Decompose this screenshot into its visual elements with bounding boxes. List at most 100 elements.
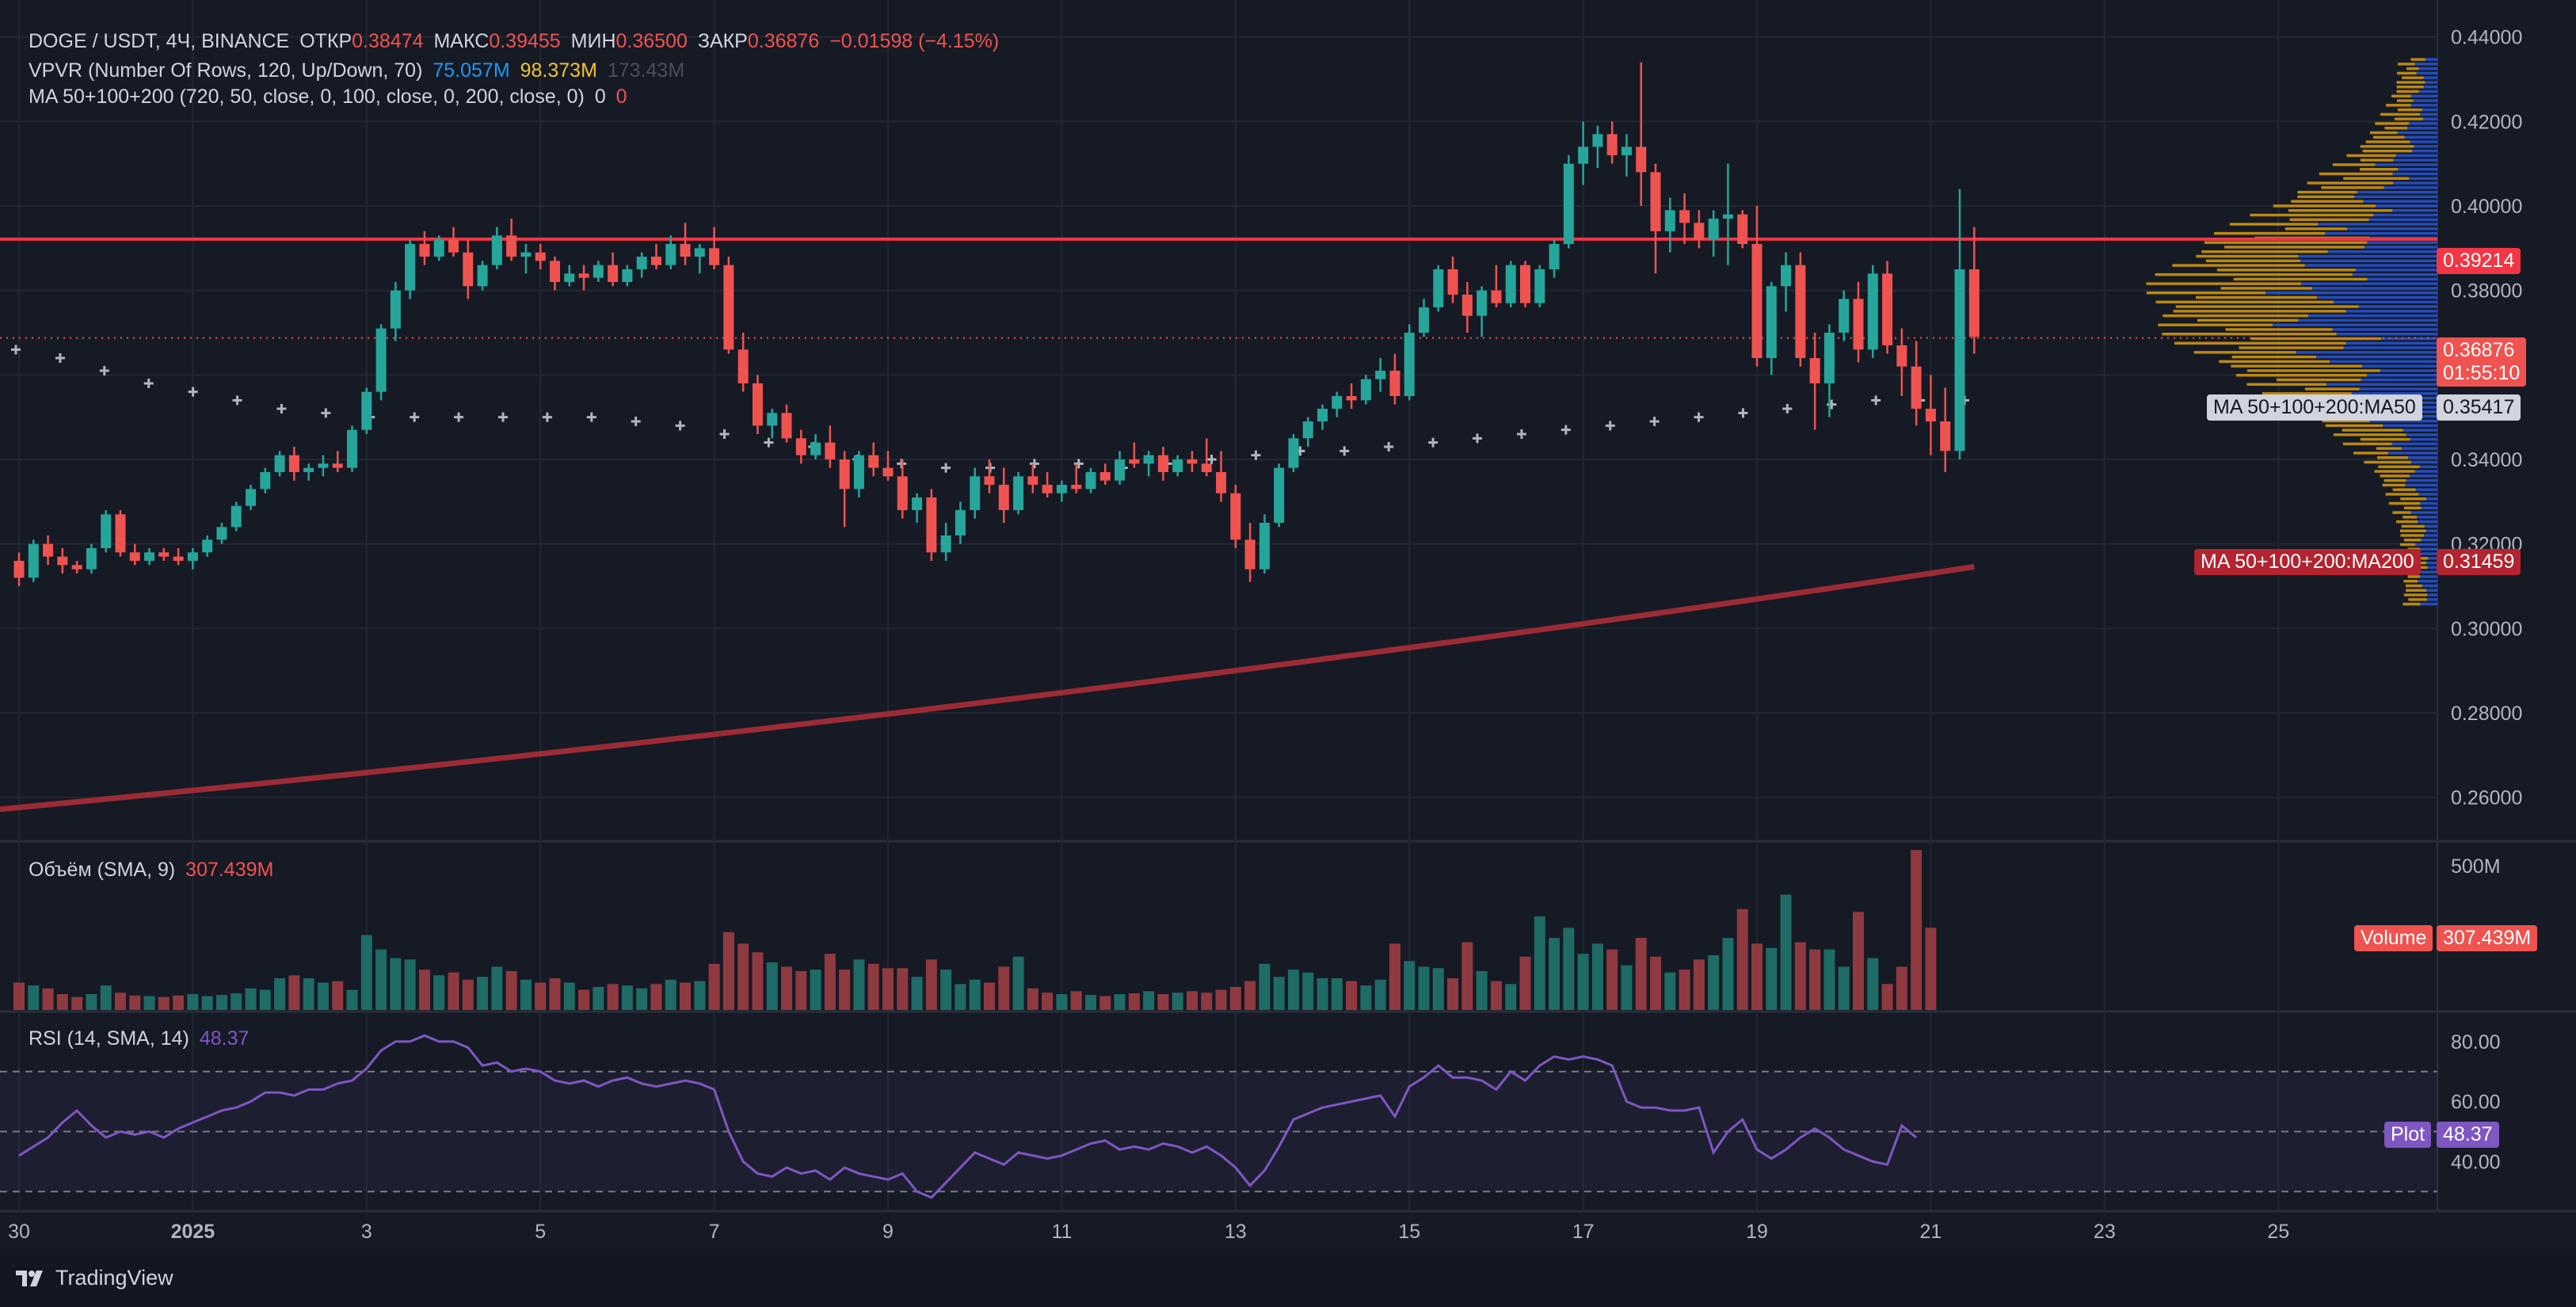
vpvr-down-row	[2396, 90, 2419, 93]
vpvr-up-row	[2304, 264, 2437, 267]
vpvr-down-row	[2364, 460, 2411, 464]
vpvr-up-row	[2343, 346, 2437, 349]
rsi-legend[interactable]: RSI (14, SMA, 14) 48.37	[29, 1027, 253, 1050]
candle-body	[1201, 463, 1212, 472]
candle-body	[1317, 409, 1328, 421]
vpvr-down-row	[2262, 392, 2352, 395]
vpvr-down-row	[2225, 328, 2333, 331]
volume-legend[interactable]: Объём (SMA, 9) 307.439M	[29, 859, 278, 882]
symbol-title[interactable]: DOGE / USDT, 4Ч, BINANCE	[29, 30, 290, 52]
vpvr-up-row	[2395, 154, 2437, 158]
vpvr-up-row	[2345, 310, 2437, 313]
volume-bar	[1056, 993, 1068, 1010]
rsi-label[interactable]: RSI (14, SMA, 14)	[29, 1027, 189, 1050]
vpvr-up-row	[2376, 204, 2437, 208]
candle-body	[1477, 290, 1488, 316]
candle-body	[129, 552, 140, 561]
ma200-price-label: 0.31459	[2437, 549, 2521, 575]
vpvr-legend[interactable]: VPVR (Number Of Rows, 120, Up/Down, 70) …	[29, 59, 689, 82]
candle-body	[260, 472, 271, 490]
volume-bar	[360, 935, 372, 1010]
volume-bar	[955, 984, 966, 1010]
candle-body	[1288, 438, 1299, 468]
vpvr-up-row	[2398, 168, 2437, 171]
volume-bar	[375, 949, 387, 1010]
vpvr-label[interactable]: VPVR (Number Of Rows, 120, Up/Down, 70)	[29, 59, 423, 82]
time-tick-label: 23	[2094, 1221, 2116, 1243]
vpvr-up-row	[2380, 369, 2437, 372]
ma-legend[interactable]: MA 50+100+200 (720, 50, close, 0, 100, c…	[29, 86, 632, 109]
volume-bar	[477, 977, 489, 1010]
volume-bar	[1287, 970, 1299, 1010]
volume-bar	[71, 996, 83, 1010]
volume-bar	[1070, 991, 1082, 1010]
resistance-line[interactable]	[0, 237, 2437, 339]
vpvr-up-row	[2391, 442, 2437, 446]
volume-bar	[173, 995, 185, 1010]
volume-bar	[1461, 942, 1473, 1010]
rsi-plot-name-label: Plot	[2384, 1122, 2432, 1148]
volume-bar	[1418, 966, 1430, 1010]
candle-body	[839, 459, 850, 490]
ma-label[interactable]: MA 50+100+200 (720, 50, close, 0, 100, c…	[29, 86, 585, 108]
symbol-legend[interactable]: DOGE / USDT, 4Ч, BINANCE ОТКР0.38474 МАК…	[29, 30, 1004, 53]
volume-value-label: 307.439M	[2437, 925, 2538, 951]
vpvr-up-row	[2359, 387, 2437, 391]
vpvr-up-row	[2301, 282, 2437, 285]
vpvr-up-row	[2316, 355, 2437, 359]
candle-body	[608, 265, 619, 282]
candle-body	[882, 467, 894, 477]
volume-bar	[1505, 984, 1517, 1010]
volume-label[interactable]: Объём (SMA, 9)	[29, 859, 176, 881]
vpvr-down-row	[2197, 318, 2299, 322]
volume-bar	[1027, 988, 1038, 1010]
time-tick-label: 17	[1572, 1221, 1595, 1243]
vpvr-down-row	[2401, 524, 2425, 528]
low-value: 0.36500	[615, 30, 688, 52]
vpvr-down-row	[2374, 470, 2415, 473]
ma50-marker	[1251, 450, 1261, 460]
vpvr-down-row	[2146, 282, 2302, 285]
vpvr-down-row	[2342, 442, 2392, 446]
candle-body	[825, 442, 836, 459]
candle-body	[86, 548, 97, 570]
candle-body	[1143, 455, 1154, 464]
candle-body	[1302, 421, 1313, 439]
ma50-marker	[719, 429, 730, 439]
volume-bar	[1911, 850, 1922, 1010]
ma50-marker	[454, 412, 464, 422]
volume-bar	[781, 966, 793, 1010]
vpvr-down-row	[2403, 593, 2428, 596]
vpvr-down-row	[2403, 516, 2418, 519]
volume-bar	[911, 977, 923, 1010]
candle-body	[1375, 371, 1386, 379]
vpvr-up-row	[2300, 259, 2437, 263]
volume-bar	[1432, 968, 1444, 1010]
volume-bar	[1201, 993, 1213, 1010]
volume-bar	[1708, 955, 1720, 1010]
tradingview-logo[interactable]: TradingView	[16, 1266, 173, 1290]
vpvr-up-row	[2423, 86, 2437, 89]
volume-bar	[897, 968, 909, 1010]
candle-body	[752, 383, 763, 426]
candle-body	[1244, 539, 1256, 570]
candle-body	[173, 556, 184, 561]
last-price-value: 0.36876	[2443, 339, 2515, 361]
volume-bar	[201, 996, 213, 1010]
vpvr-down-row	[2201, 250, 2328, 253]
volume-bar	[1881, 984, 1893, 1010]
bar-countdown: 01:55:10	[2443, 362, 2521, 384]
vpvr-up-row	[2351, 392, 2437, 395]
candle-body	[491, 235, 502, 265]
vpvr-up-row	[2352, 272, 2437, 276]
volume-bar	[1780, 894, 1792, 1010]
vpvr-down-row	[2288, 209, 2393, 212]
vpvr-up-row	[2296, 351, 2437, 354]
vpvr-up-row	[2364, 246, 2437, 249]
vpvr-up-row	[2427, 593, 2437, 596]
candle-body	[694, 248, 705, 257]
vpvr-up-row	[2312, 287, 2437, 290]
time-tick-label: 30	[8, 1221, 30, 1243]
vpvr-up-row	[2419, 552, 2437, 555]
